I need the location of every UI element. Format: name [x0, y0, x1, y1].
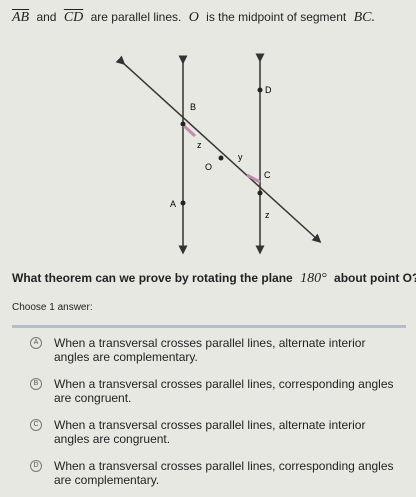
angle-mark	[246, 173, 261, 184]
option-letter: B	[30, 378, 42, 390]
point-label: O	[205, 162, 212, 172]
line-name: CD	[63, 10, 84, 25]
point	[257, 190, 263, 196]
diagram: D B z O y C A z	[115, 53, 322, 255]
angle-label: y	[238, 152, 243, 162]
option-text: When a transversal crosses parallel line…	[54, 418, 366, 446]
angle-mark	[181, 123, 197, 138]
point-label: A	[170, 199, 176, 209]
angle-label: z	[197, 140, 202, 150]
answer-option[interactable]: C When a transversal crosses parallel lin…	[30, 418, 400, 446]
point	[180, 121, 186, 127]
text: What theorem can we prove by rotating th…	[12, 271, 293, 285]
answer-option[interactable]: A When a transversal crosses parallel lin…	[30, 336, 400, 364]
option-text: When a transversal crosses parallel line…	[54, 459, 394, 487]
option-text: When a transversal crosses parallel line…	[54, 336, 366, 364]
option-letter: C	[30, 419, 42, 431]
point-label: B	[190, 102, 196, 112]
question: What theorem can we prove by rotating th…	[12, 271, 416, 287]
prompt: Choose 1 answer:	[12, 302, 93, 313]
separator	[12, 325, 406, 328]
line-name: AB	[12, 10, 30, 25]
segment-name: BC.	[353, 10, 375, 25]
statement: AB and CD are parallel lines. O is the m…	[12, 10, 379, 26]
point-name: O	[188, 10, 199, 25]
transversal	[115, 55, 322, 244]
point	[180, 200, 186, 206]
point	[218, 155, 224, 161]
answer-option[interactable]: D When a transversal crosses parallel lin…	[30, 459, 400, 487]
text: are parallel lines.	[90, 10, 182, 24]
answer-option[interactable]: B When a transversal crosses parallel lin…	[30, 377, 400, 405]
point	[257, 87, 263, 93]
text: is the midpoint of segment	[206, 10, 347, 24]
angle: 180°	[300, 271, 327, 286]
option-letter: D	[30, 460, 42, 472]
option-letter: A	[30, 337, 42, 349]
point-label: C	[264, 170, 271, 180]
option-text: When a transversal crosses parallel line…	[54, 377, 394, 405]
angle-label: z	[265, 210, 270, 220]
point-label: D	[265, 85, 272, 95]
text: and	[36, 10, 57, 24]
text: about point O?	[334, 271, 416, 285]
